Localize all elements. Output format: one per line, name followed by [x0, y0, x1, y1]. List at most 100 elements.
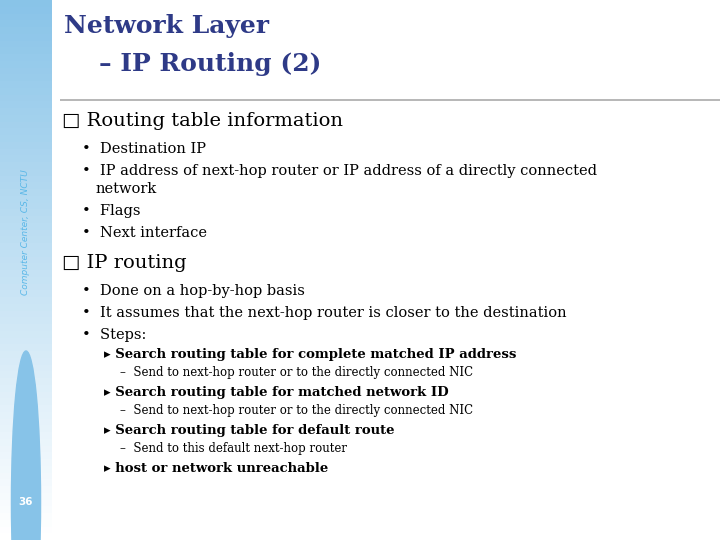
Bar: [0, 364, 52, 372]
Text: 36: 36: [19, 497, 33, 507]
Text: •  Next interface: • Next interface: [82, 226, 207, 240]
Text: Computer Center, CS, NCTU: Computer Center, CS, NCTU: [22, 170, 30, 295]
Bar: [0, 230, 52, 237]
Text: –  Send to this default next-hop router: – Send to this default next-hop router: [120, 442, 347, 455]
Bar: [0, 426, 52, 432]
Text: ▸ Search routing table for default route: ▸ Search routing table for default route: [104, 424, 395, 437]
Bar: [0, 351, 52, 357]
Bar: [0, 303, 52, 310]
Bar: [0, 418, 52, 426]
Bar: [0, 284, 52, 291]
Bar: [0, 222, 52, 230]
Bar: [0, 270, 52, 276]
Bar: [0, 432, 52, 438]
Bar: [0, 216, 52, 222]
Text: •  Done on a hop-by-hop basis: • Done on a hop-by-hop basis: [82, 284, 305, 298]
Bar: [0, 108, 52, 115]
Text: ▸ Search routing table for complete matched IP address: ▸ Search routing table for complete matc…: [104, 348, 516, 361]
Bar: [0, 135, 52, 141]
Bar: [0, 480, 52, 486]
Bar: [0, 14, 52, 20]
Bar: [0, 492, 52, 500]
Bar: [0, 81, 52, 87]
Text: •  IP address of next-hop router or IP address of a directly connected: • IP address of next-hop router or IP ad…: [82, 164, 597, 178]
Bar: [0, 128, 52, 135]
Text: □ Routing table information: □ Routing table information: [62, 112, 343, 130]
Bar: [0, 20, 52, 27]
Bar: [0, 472, 52, 480]
Bar: [0, 176, 52, 183]
Bar: [0, 141, 52, 149]
Bar: [0, 507, 52, 513]
Bar: [0, 94, 52, 102]
Bar: [0, 345, 52, 351]
Bar: [0, 392, 52, 399]
Text: ▸ Search routing table for matched network ID: ▸ Search routing table for matched netwo…: [104, 386, 449, 399]
Bar: [0, 195, 52, 202]
Bar: [0, 500, 52, 507]
Bar: [0, 446, 52, 453]
Bar: [0, 102, 52, 108]
Bar: [0, 465, 52, 472]
Bar: [0, 183, 52, 189]
Bar: [0, 115, 52, 122]
Bar: [0, 534, 52, 540]
Bar: [0, 6, 52, 14]
Bar: [0, 263, 52, 270]
Bar: [0, 202, 52, 209]
Bar: [0, 411, 52, 418]
Bar: [0, 33, 52, 40]
Bar: [0, 276, 52, 284]
Bar: [0, 453, 52, 459]
Bar: [0, 526, 52, 534]
Bar: [0, 148, 52, 156]
Text: •  Flags: • Flags: [82, 204, 140, 218]
Bar: [0, 372, 52, 378]
Text: Network Layer: Network Layer: [64, 14, 269, 38]
Bar: [0, 209, 52, 216]
Bar: [0, 47, 52, 54]
Bar: [0, 297, 52, 303]
Bar: [0, 60, 52, 68]
Bar: [0, 399, 52, 405]
Bar: [0, 162, 52, 168]
Bar: [0, 74, 52, 81]
Bar: [0, 310, 52, 317]
Bar: [0, 87, 52, 94]
Text: □ IP routing: □ IP routing: [62, 254, 186, 272]
Bar: [0, 438, 52, 445]
Text: ▸ host or network unreachable: ▸ host or network unreachable: [104, 462, 328, 475]
Bar: [0, 27, 52, 33]
Bar: [0, 243, 52, 249]
Bar: [0, 378, 52, 384]
Bar: [0, 324, 52, 330]
Text: network: network: [96, 182, 157, 196]
Bar: [0, 122, 52, 128]
Bar: [0, 168, 52, 176]
Bar: [0, 156, 52, 162]
Bar: [0, 338, 52, 345]
Text: •  Destination IP: • Destination IP: [82, 142, 206, 156]
Bar: [0, 237, 52, 243]
Bar: [0, 357, 52, 364]
Bar: [0, 291, 52, 297]
Bar: [0, 256, 52, 263]
Bar: [0, 330, 52, 338]
Bar: [0, 317, 52, 324]
Bar: [0, 0, 52, 6]
Bar: [0, 384, 52, 391]
Bar: [0, 68, 52, 74]
Bar: [0, 459, 52, 465]
Bar: [0, 513, 52, 519]
Bar: [0, 405, 52, 411]
Text: •  Steps:: • Steps:: [82, 328, 146, 342]
Bar: [0, 54, 52, 60]
Bar: [0, 486, 52, 492]
Bar: [0, 519, 52, 526]
Text: –  Send to next-hop router or to the directly connected NIC: – Send to next-hop router or to the dire…: [120, 366, 473, 379]
Text: •  It assumes that the next-hop router is closer to the destination: • It assumes that the next-hop router is…: [82, 306, 567, 320]
Text: – IP Routing (2): – IP Routing (2): [64, 52, 321, 76]
Bar: [0, 249, 52, 256]
Circle shape: [12, 351, 40, 540]
Bar: [0, 189, 52, 195]
